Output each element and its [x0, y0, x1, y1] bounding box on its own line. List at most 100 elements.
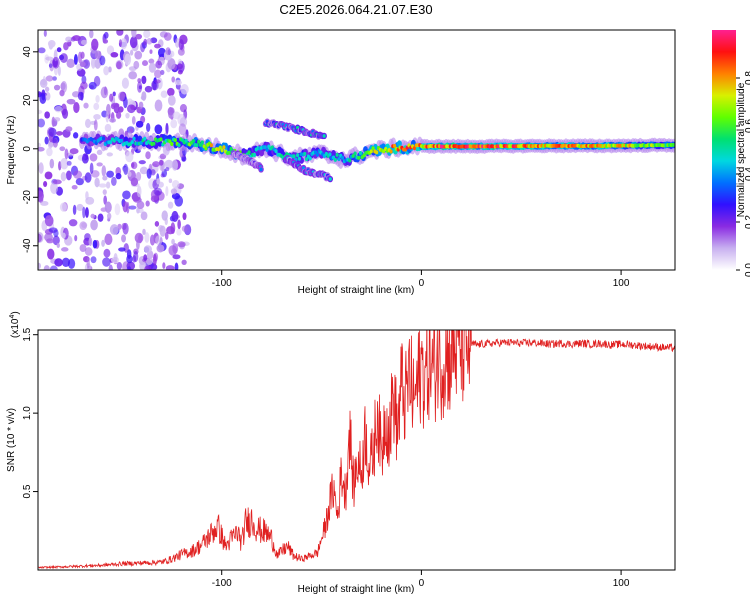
- spectrogram-ridge-core: [130, 140, 134, 145]
- spectrogram-noise-blob: [59, 146, 66, 152]
- spectrogram-noise-blob: [108, 264, 113, 270]
- spectrogram-noise-blob: [54, 105, 63, 113]
- spectrogram-ridge-core: [297, 156, 301, 161]
- spectrogram-noise-blob: [66, 58, 75, 68]
- spectrogram-noise-blob: [170, 119, 178, 129]
- spectrogram-noise-blob: [45, 75, 54, 82]
- spectrogram-noise-blob: [136, 200, 145, 210]
- spectrogram-noise-blob: [60, 171, 67, 182]
- spectrogram-ridge-core: [393, 143, 397, 148]
- spectrogram-noise-blob: [146, 37, 153, 45]
- spectrogram-noise-blob: [79, 221, 87, 231]
- spectrogram-noise-blob: [94, 177, 100, 188]
- spectrogram-noise-blob: [122, 190, 131, 200]
- spectrogram-noise-blob: [156, 244, 165, 253]
- spectrogram-noise-blob: [176, 228, 182, 236]
- colorbar-scale: [712, 30, 736, 270]
- spectrogram-noise-blob: [181, 156, 187, 162]
- spectrogram-ridge-core: [197, 139, 201, 144]
- spectrogram-noise-blob: [145, 200, 150, 207]
- colorbar-tick-label: 0.2: [744, 215, 750, 229]
- spectrogram-noise-blob: [122, 201, 128, 213]
- spectrogram-noise-blob: [165, 167, 170, 172]
- spectrogram-noise-blob: [154, 124, 163, 135]
- spectrogram-noise-blob: [164, 231, 169, 240]
- spectrogram-noise-blob: [80, 39, 88, 46]
- spectrogram-noise-blob: [39, 93, 47, 104]
- spectrogram-noise-blob: [80, 81, 88, 90]
- spectrogram-noise-blob: [155, 235, 163, 246]
- spectrogram-noise-blob: [154, 43, 161, 49]
- spectrogram-noise-blob: [129, 128, 134, 133]
- spectrogram-noise-blob: [113, 252, 118, 263]
- spectrogram-noise-blob: [84, 172, 92, 183]
- spectrogram-noise-blob: [46, 238, 54, 244]
- spectrogram-noise-blob: [130, 104, 135, 111]
- spectrogram-ridge-core: [292, 154, 296, 159]
- spectrogram-noise-blob: [42, 75, 46, 86]
- spectrogram-noise-blob: [140, 211, 148, 221]
- snr-x-ticks: -100 0 100: [212, 570, 630, 589]
- spectrogram-noise-blob: [154, 69, 162, 79]
- spectrogram-noise-blob: [116, 262, 123, 270]
- spectrogram-noise-blob: [85, 191, 89, 201]
- spectrogram-noise-blob: [143, 30, 151, 39]
- spectrogram-noise-blob: [131, 30, 137, 38]
- spectrogram-noise-blob: [53, 117, 61, 122]
- spectrogram-ridge-core: [184, 138, 188, 143]
- spectrogram-noise-blob: [182, 212, 187, 221]
- spectrogram-noise-blob: [100, 86, 109, 99]
- snr-y-scale-factor: (x104): [9, 311, 21, 338]
- spectrogram-ridge-core: [173, 138, 177, 143]
- spectrogram-noise-blob: [73, 54, 78, 65]
- spectrogram-noise-blob: [171, 192, 181, 200]
- spectrogram-noise-blob: [56, 47, 62, 53]
- snr-x-tick-label: 0: [419, 578, 425, 589]
- spectrogram-noise-blob: [174, 262, 179, 270]
- spectrogram-noise-blob: [55, 131, 63, 136]
- spectrogram-noise-blob: [66, 98, 76, 105]
- snr-series-line: [38, 330, 675, 570]
- spectrogram-x-label: Height of straight line (km): [298, 285, 415, 296]
- spectrogram-noise-blob: [58, 54, 65, 61]
- snr-frame: [37, 329, 676, 571]
- spectrogram-ridge-core: [265, 147, 269, 152]
- spectrogram-noise-blob: [53, 84, 61, 91]
- spectrogram-noise-blob: [38, 162, 44, 174]
- spectrogram-noise-blob: [135, 120, 144, 128]
- spectrogram-noise-blob: [93, 113, 101, 120]
- spectrogram-noise-blob: [107, 212, 112, 220]
- spectrogram-noise-blob: [52, 235, 60, 246]
- spectrogram-noise-blob: [167, 95, 176, 106]
- spectrogram-ridge-core: [353, 151, 357, 156]
- spectrogram-noise-blob: [112, 91, 116, 97]
- spectrogram-noise-blob: [89, 162, 94, 174]
- spectrogram-noise-blob: [38, 109, 43, 115]
- spectrogram-ridge-core: [109, 140, 113, 145]
- spectrogram-ridge-core: [152, 141, 156, 146]
- spectrogram-noise-blob: [111, 176, 117, 187]
- spectrogram-noise-blob: [102, 175, 108, 181]
- spectrogram-noise-blob: [131, 116, 136, 125]
- spectrogram-noise-blob: [171, 76, 176, 83]
- spectrogram-noise-blob: [144, 232, 150, 243]
- spectrogram-noise-blob: [93, 75, 101, 87]
- spectrogram-noise-blob: [93, 102, 100, 111]
- colorbar-tick-label: 0.8: [744, 71, 750, 85]
- spectrogram-noise-blob: [73, 170, 83, 179]
- spectrogram-noise-blob: [136, 207, 140, 214]
- spectrogram-noise-blob: [90, 57, 96, 69]
- spectrogram-noise-blob: [167, 58, 176, 70]
- spectrogram-noise-blob: [65, 36, 73, 43]
- spectrogram-noise-blob: [145, 257, 153, 266]
- spectrogram-noise-blob: [40, 200, 49, 206]
- spectrogram-noise-blob: [109, 117, 116, 123]
- spectrogram-noise-blob: [109, 93, 114, 102]
- spectrogram-branch-core: [322, 134, 326, 138]
- spectrogram-x-ticks: -100 0 100: [212, 270, 630, 289]
- spectrogram-noise-blob: [60, 158, 69, 170]
- spectrogram-noise-blob: [142, 60, 149, 67]
- spectrogram-ridge-core: [159, 137, 163, 142]
- spectrogram-noise-blob: [61, 232, 66, 239]
- spectrogram-noise-blob: [137, 81, 143, 93]
